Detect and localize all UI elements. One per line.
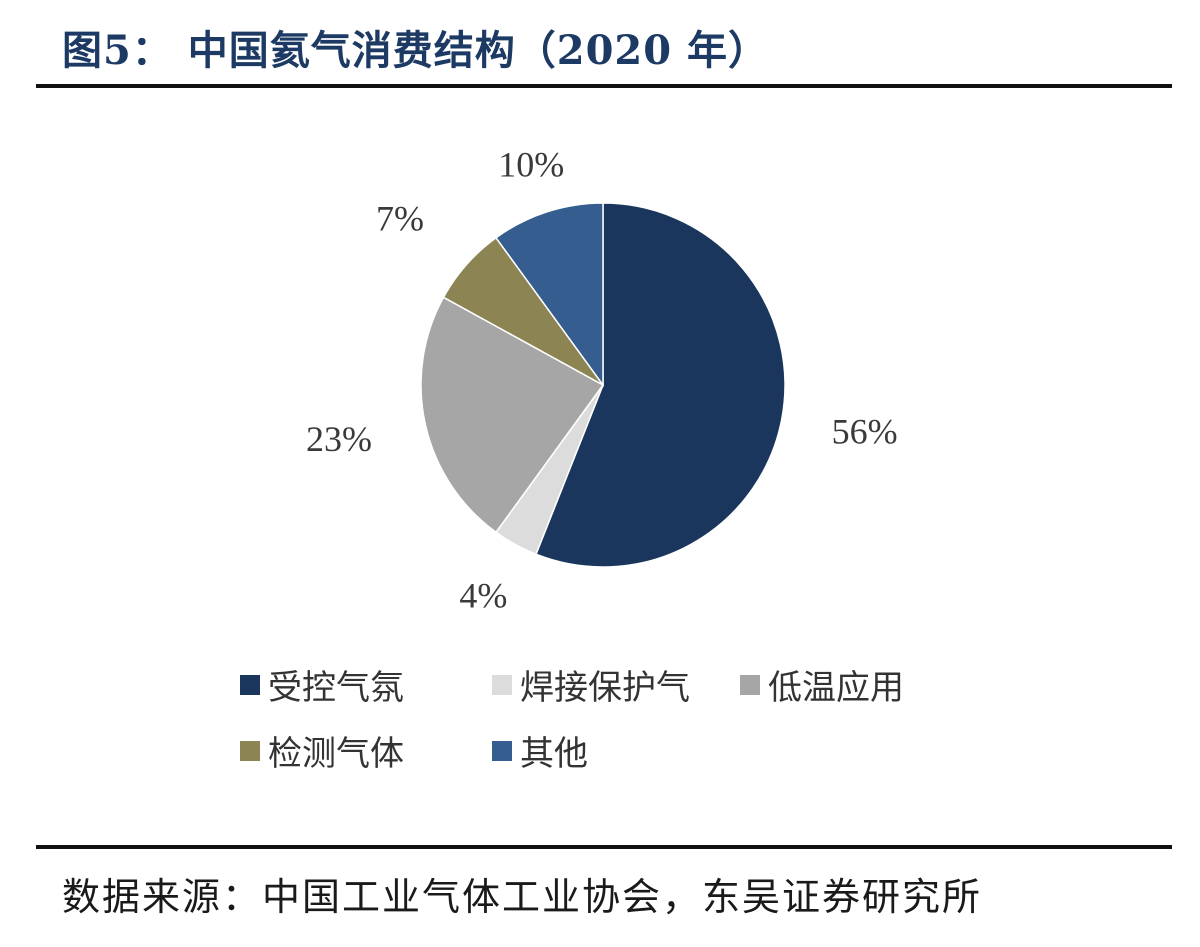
pie-slice-5 (494, 202, 604, 388)
legend-swatch (240, 674, 260, 695)
legend-swatch (492, 674, 512, 695)
legend-label: 其他 (520, 734, 588, 774)
legend-item-2: 焊接保护气 (492, 660, 690, 709)
legend-label: 低温应用 (768, 668, 904, 708)
bottom-rule (36, 845, 1172, 849)
legend-swatch (740, 674, 760, 695)
legend-label: 受控气氛 (268, 668, 404, 708)
slice-label-4: 7% (376, 198, 424, 238)
legend-item-5: 其他 (492, 726, 588, 775)
legend-item-4: 检测气体 (240, 726, 404, 775)
top-rule (36, 84, 1172, 88)
figure-title: 图5： 中国氦气消费结构（2020 年） (62, 27, 770, 74)
slice-label-5: 10% (498, 144, 564, 184)
slice-label-1: 56% (832, 412, 898, 452)
slice-label-2: 4% (459, 575, 507, 615)
legend-item-3: 低温应用 (740, 660, 904, 709)
data-source-note: 数据来源：中国工业气体工业协会，东吴证券研究所 (62, 875, 983, 919)
legend-item-1: 受控气氛 (240, 660, 404, 709)
legend-label: 检测气体 (268, 734, 404, 774)
slice-label-3: 23% (306, 419, 372, 459)
legend-label: 焊接保护气 (520, 668, 690, 708)
pie-slice-3 (420, 296, 605, 534)
legend-swatch (240, 740, 260, 761)
pie-slice-1 (535, 202, 786, 568)
legend-swatch (492, 740, 512, 761)
